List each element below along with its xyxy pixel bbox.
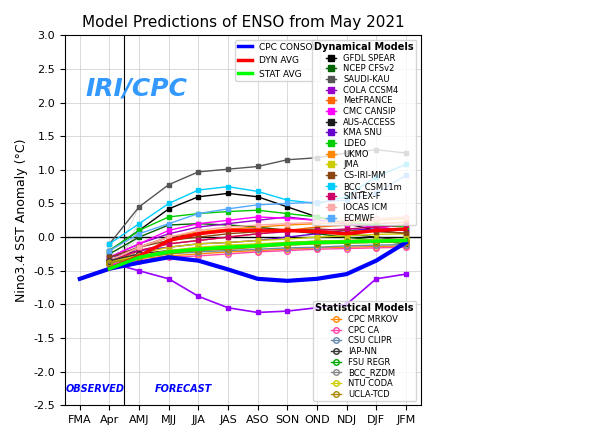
Text: OBSERVED: OBSERVED [65,384,124,394]
Legend: CPC MRKOV, CPC CA, CSU CLIPR, IAP-NN, FSU REGR, BCC_RZDM, NTU CODA, UCLA-TCD: CPC MRKOV, CPC CA, CSU CLIPR, IAP-NN, FS… [313,301,416,401]
Y-axis label: Nino3.4 SST Anomaly (°C): Nino3.4 SST Anomaly (°C) [15,139,28,302]
Text: FORECAST: FORECAST [155,384,212,394]
Title: Model Predictions of ENSO from May 2021: Model Predictions of ENSO from May 2021 [82,15,404,30]
Text: IRI/CPC: IRI/CPC [86,77,188,101]
